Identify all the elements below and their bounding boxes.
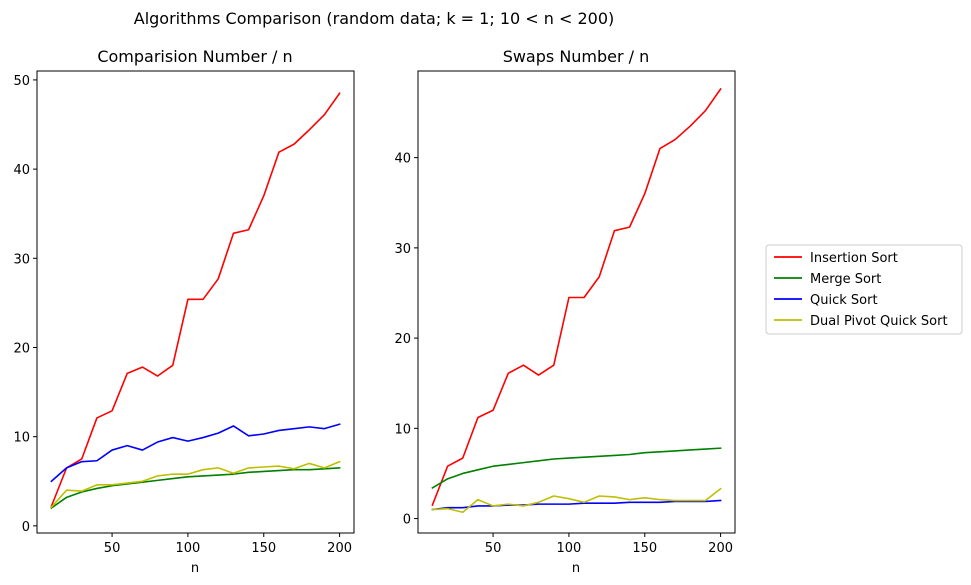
- swaps-plot-frame: [417, 70, 736, 534]
- swaps-x-tick-label: 200: [708, 541, 733, 556]
- legend: Insertion Sort Merge Sort Quick Sort Dual P…: [765, 244, 963, 335]
- comparisons-series-quick-sort: [50, 423, 341, 483]
- comparisons-x-tick-label: 50: [104, 541, 121, 556]
- figure-suptitle: Algorithms Comparison (random data; k = …: [134, 9, 615, 28]
- comparisons-y-tick-label: 10: [13, 431, 30, 446]
- swaps-y-tick-label: 10: [394, 422, 411, 437]
- comparisons-x-tick-label: 200: [327, 541, 352, 556]
- comparisons-y-tick-label: 20: [13, 341, 30, 356]
- legend-frame: [765, 244, 963, 335]
- swaps-series-merge-sort: [431, 447, 722, 489]
- swaps-x-tick-label: 150: [632, 541, 657, 556]
- comparisons-x-axis-label: n: [191, 561, 199, 576]
- comparisons-x-tick-label: 150: [251, 541, 276, 556]
- swaps-series-insertion-sort: [431, 87, 722, 507]
- comparisons-chart-title: Comparision Number / n: [97, 47, 292, 66]
- comparisons-series-merge-sort: [50, 467, 341, 510]
- swaps-y-tick-label: 40: [394, 152, 411, 167]
- comparisons-series-insertion-sort: [50, 92, 341, 508]
- swaps-chart: Swaps Number / n n 50 100 150 200 0 10 20 30 40: [394, 47, 736, 576]
- swaps-series-dual-pivot-quick-sort: [431, 487, 722, 514]
- legend-label-merge-sort: Merge Sort: [810, 272, 881, 287]
- swaps-x-axis-label: n: [572, 561, 580, 576]
- swaps-y-tick-label: 0: [403, 513, 411, 528]
- comparisons-plot-frame: [36, 70, 355, 534]
- swaps-series-quick-sort: [431, 499, 722, 511]
- comparisons-chart: Comparision Number / n n 50 100 150 200 0 10 2…: [13, 47, 355, 576]
- comparisons-y-tick-label: 50: [13, 74, 30, 89]
- swaps-x-tick-label: 50: [485, 541, 502, 556]
- comparisons-x-tick-label: 100: [176, 541, 201, 556]
- swaps-y-tick-label: 30: [394, 242, 411, 257]
- legend-label-dual-pivot-quick-sort: Dual Pivot Quick Sort: [810, 314, 948, 329]
- swaps-x-tick-label: 100: [557, 541, 582, 556]
- comparisons-series-dual-pivot-quick-sort: [50, 460, 341, 509]
- comparisons-y-tick-label: 40: [13, 163, 30, 178]
- comparisons-y-tick-label: 30: [13, 252, 30, 267]
- swaps-y-tick-label: 20: [394, 332, 411, 347]
- swaps-chart-title: Swaps Number / n: [503, 47, 650, 66]
- legend-label-insertion-sort: Insertion Sort: [810, 251, 898, 266]
- comparisons-y-tick-label: 0: [22, 520, 30, 535]
- legend-label-quick-sort: Quick Sort: [810, 293, 878, 308]
